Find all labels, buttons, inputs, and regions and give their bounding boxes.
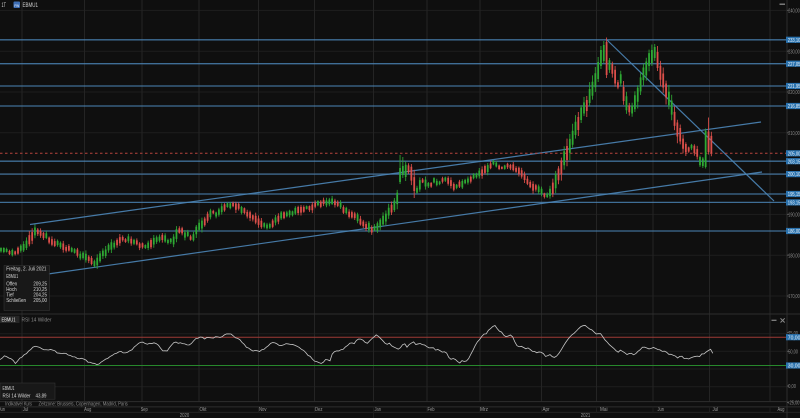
svg-text:Zeitzone: Brussels, Copenhagen: Zeitzone: Brussels, Copenhagen, Madrid, … — [39, 402, 129, 408]
svg-text:50,00: 50,00 — [788, 350, 798, 356]
svg-text:210,25: 210,25 — [33, 287, 47, 293]
svg-text:Aug: Aug — [778, 407, 785, 413]
svg-text:2020: 2020 — [180, 413, 190, 418]
svg-text:195,15: 195,15 — [788, 192, 800, 198]
svg-text:75,00: 75,00 — [788, 331, 798, 337]
svg-text:216,85: 216,85 — [788, 104, 800, 110]
svg-text:-25,00: -25,00 — [788, 401, 799, 407]
svg-text:227,05: 227,05 — [788, 62, 800, 68]
svg-text:Mrz: Mrz — [480, 407, 488, 413]
svg-text:RSI 14 Wilder: RSI 14 Wilder — [3, 394, 31, 400]
svg-text:190,00: 190,00 — [788, 213, 799, 219]
svg-text:230,00: 230,00 — [788, 49, 799, 55]
svg-text:209,25: 209,25 — [33, 282, 47, 288]
svg-text:Schließen: Schließen — [6, 298, 26, 304]
svg-text:Jul: Jul — [713, 407, 719, 413]
svg-text:Hoch: Hoch — [6, 287, 17, 293]
svg-text:Dez: Dez — [315, 407, 323, 413]
svg-text:30,00: 30,00 — [788, 364, 800, 370]
svg-text:1T: 1T — [2, 3, 7, 9]
svg-text:Freitag, 2. Juli 2021: Freitag, 2. Juli 2021 — [6, 266, 46, 272]
svg-text:205,00: 205,00 — [788, 151, 800, 157]
svg-text:Jul: Jul — [23, 407, 29, 413]
svg-text:70,00: 70,00 — [788, 335, 800, 341]
svg-text:210,00: 210,00 — [788, 131, 799, 137]
svg-text:170,00: 170,00 — [788, 294, 799, 300]
svg-text:Indikativer Kurs: Indikativer Kurs — [5, 402, 32, 408]
svg-text:204,25: 204,25 — [33, 293, 47, 299]
svg-text:Aug: Aug — [84, 407, 91, 413]
svg-text:193,15: 193,15 — [788, 201, 800, 207]
svg-text:Apr: Apr — [543, 407, 550, 413]
svg-text:EBMU1: EBMU1 — [2, 318, 16, 324]
svg-text:Jun: Jun — [658, 407, 665, 413]
svg-text:Sep: Sep — [141, 407, 148, 413]
svg-text:Offen: Offen — [6, 282, 17, 288]
svg-text:205,00: 205,00 — [33, 298, 47, 304]
svg-text:240,00: 240,00 — [788, 9, 799, 15]
svg-text:221,95: 221,95 — [788, 84, 800, 90]
svg-text:200,10: 200,10 — [788, 172, 800, 178]
svg-text:Feb: Feb — [428, 407, 435, 413]
svg-text:2021: 2021 — [581, 413, 591, 418]
svg-text:43,89: 43,89 — [36, 394, 47, 400]
svg-text:233,10: 233,10 — [788, 38, 800, 44]
svg-text:Mai: Mai — [600, 407, 608, 413]
svg-text:203,15: 203,15 — [788, 159, 800, 165]
svg-text:0,00: 0,00 — [788, 384, 796, 390]
svg-text:Jun: Jun — [0, 407, 5, 413]
svg-text:FW: FW — [14, 3, 19, 8]
svg-text:EBMU1: EBMU1 — [23, 3, 39, 9]
svg-text:180,00: 180,00 — [788, 253, 799, 259]
svg-text:RSI 14 Wilder: RSI 14 Wilder — [22, 318, 52, 324]
svg-text:Nov: Nov — [259, 407, 267, 413]
svg-text:186,00: 186,00 — [788, 229, 800, 235]
svg-text:220,00: 220,00 — [788, 90, 799, 96]
svg-text:Jan: Jan — [375, 407, 382, 413]
svg-text:EBMU1: EBMU1 — [3, 386, 15, 392]
svg-text:Okt: Okt — [200, 407, 208, 413]
svg-text:Tief: Tief — [6, 293, 14, 299]
svg-text:EBMU1: EBMU1 — [6, 274, 18, 280]
